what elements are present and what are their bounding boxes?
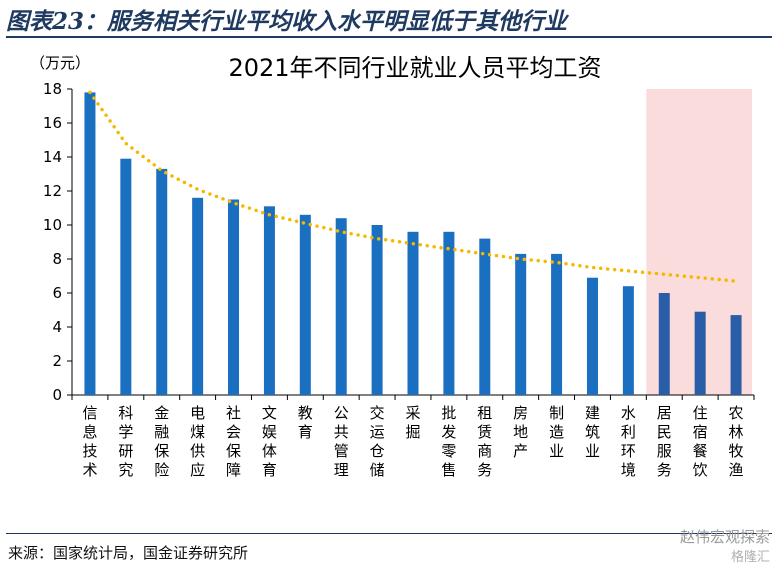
bar	[371, 225, 383, 395]
x-tick-label: 农林牧渔	[729, 404, 744, 479]
bar	[299, 214, 311, 395]
x-tick-label: 采掘	[405, 404, 420, 441]
x-tick-label: 金融保险	[154, 404, 169, 479]
x-tick-label: 房地产	[513, 404, 528, 460]
watermark: 赵伟宏观探索	[679, 528, 770, 546]
y-tick-label: 6	[52, 284, 62, 302]
x-tick-label: 社会保障	[226, 404, 241, 479]
bar	[694, 311, 706, 395]
x-tick-label: 批发零售	[441, 404, 456, 479]
bar	[622, 286, 634, 395]
bar-layer	[84, 92, 742, 396]
bar	[120, 158, 132, 395]
x-tick-label: 水利环境	[621, 404, 636, 479]
x-tick-label: 租赁商务	[477, 404, 492, 479]
x-tick-label: 居民服务	[657, 404, 672, 479]
y-tick-label: 18	[43, 80, 62, 98]
x-tick-label: 制造业	[549, 404, 564, 460]
watermark-secondary: 格隆汇	[730, 550, 770, 565]
y-tick-label: 4	[52, 318, 62, 336]
x-tick-label: 科学研究	[118, 404, 133, 479]
x-tick-label: 电煤供应	[190, 404, 205, 479]
x-tick-label: 信息技术	[82, 404, 97, 479]
y-axis-label: （万元）	[30, 54, 90, 72]
bar	[192, 197, 204, 395]
figure-title: 图表23：服务相关行业平均收入水平明显低于其他行业	[6, 8, 568, 35]
bar	[443, 231, 455, 395]
x-tick-label: 文娱体育	[262, 404, 277, 479]
y-tick-label: 14	[43, 148, 62, 166]
trend-line	[88, 90, 738, 283]
x-tick-label: 交运仓储	[370, 404, 385, 479]
bar	[156, 168, 168, 395]
bar-chart: 0 2 4 6 8 10 12 14 16 18 信息技术 科学研究 金融保险 电煤供应 社会保障 文娱体育…	[30, 54, 755, 479]
bar	[515, 253, 527, 395]
footer-rule	[6, 533, 772, 534]
bar	[228, 199, 240, 395]
y-tick-label: 0	[52, 386, 62, 404]
bar	[84, 92, 96, 396]
x-tick-label: 教育	[298, 404, 313, 441]
x-tick-label: 建筑业	[585, 404, 600, 460]
x-tick-label: 公共管理	[334, 404, 349, 479]
y-tick-label: 16	[43, 114, 62, 132]
bar	[479, 238, 491, 395]
bar	[407, 231, 419, 395]
bar	[551, 253, 563, 395]
bar	[335, 218, 347, 395]
bar	[730, 315, 742, 395]
y-tick-label: 8	[52, 250, 62, 268]
label-layer: 信息技术 科学研究 金融保险 电煤供应 社会保障 文娱体育 教育 公共管理 交运仓储 采掘 批发零售…	[82, 404, 743, 479]
bar	[263, 206, 275, 395]
trend-layer	[88, 90, 738, 283]
y-tick-label: 12	[43, 182, 62, 200]
x-tick-label: 住宿餐饮	[693, 404, 708, 479]
source-note: 来源：国家统计局，国金证券研究所	[8, 544, 249, 562]
y-tick-label: 2	[52, 352, 62, 370]
y-tick-label: 10	[43, 216, 62, 234]
title-rule	[6, 36, 772, 38]
chart-title: 2021年不同行业就业人员平均工资	[228, 54, 601, 82]
bar	[658, 293, 670, 395]
bar	[586, 277, 598, 395]
